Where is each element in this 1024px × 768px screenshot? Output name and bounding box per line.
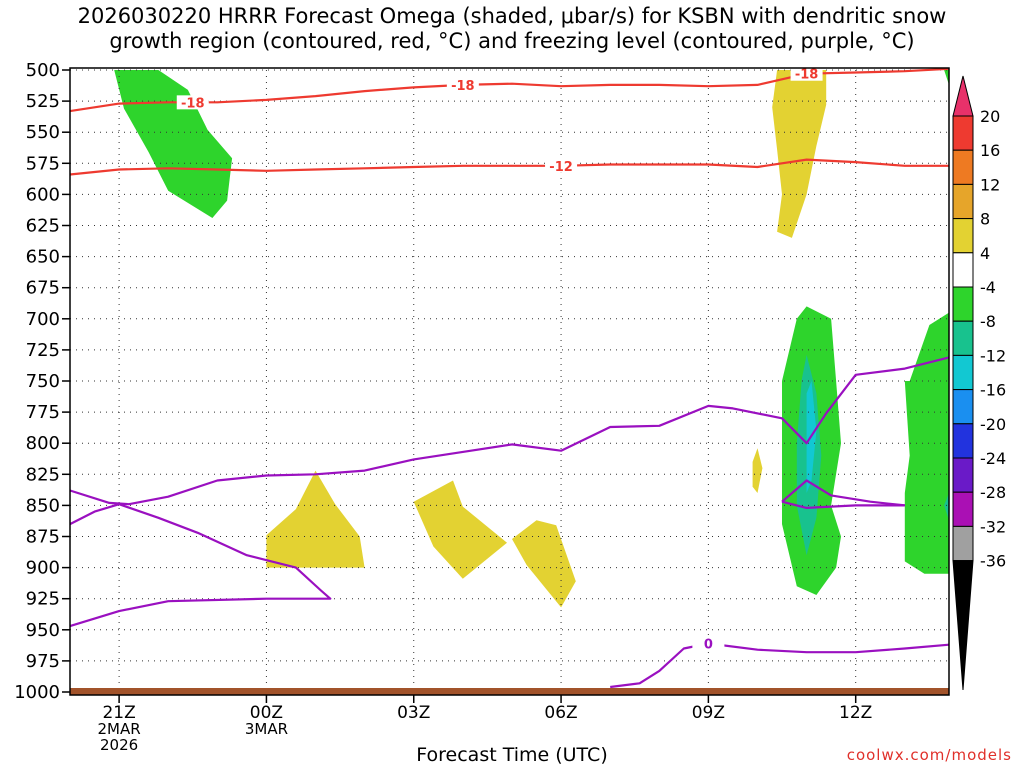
colorbar-tick-label: 4 bbox=[980, 244, 990, 263]
credit-link[interactable]: coolwx.com/models bbox=[846, 746, 1012, 764]
omega-region-yellow-upper-right bbox=[772, 70, 827, 238]
dgz-contour bbox=[69, 158, 949, 176]
y-tick-label: 675 bbox=[26, 278, 60, 299]
x-tick-label: 06Z bbox=[544, 703, 577, 723]
omega-region-green-right bbox=[904, 312, 949, 574]
x-tick-label: 3MAR bbox=[245, 720, 288, 738]
colorbar-segment bbox=[952, 183, 974, 220]
y-tick-label: 500 bbox=[26, 60, 60, 81]
omega-region-yellow-sliver bbox=[752, 448, 763, 493]
x-tick-label: 12Z bbox=[839, 703, 872, 723]
omega-region-teal-right bbox=[944, 493, 949, 521]
x-tick-label: 2026 bbox=[100, 736, 138, 754]
colorbar-top-arrow bbox=[952, 75, 974, 117]
y-tick-label: 1000 bbox=[14, 682, 60, 703]
y-tick-label: 850 bbox=[26, 495, 60, 516]
colorbar-tick-label: 16 bbox=[980, 141, 1000, 160]
freezing-level-contour bbox=[781, 500, 905, 509]
colorbar-segment bbox=[952, 286, 974, 322]
colorbar-tick-label: -32 bbox=[980, 517, 1006, 536]
y-tick-label: 950 bbox=[26, 620, 60, 641]
colorbar-tick-label: -36 bbox=[980, 552, 1006, 571]
freezing-level-contour bbox=[610, 642, 950, 689]
colorbar-bottom-arrow bbox=[952, 560, 974, 691]
y-tick-label: 625 bbox=[26, 216, 60, 237]
dgz-contour-label-bg bbox=[446, 77, 479, 92]
colorbar-tick-label: -12 bbox=[980, 346, 1006, 365]
y-tick-label: 750 bbox=[26, 371, 60, 392]
colorbar-tick-label: 20 bbox=[980, 107, 1000, 126]
colorbar-tick-label: 12 bbox=[980, 175, 1000, 194]
freezing-level-contour bbox=[69, 503, 332, 628]
colorbar-tick-label: -16 bbox=[980, 381, 1006, 400]
ground-strip bbox=[70, 688, 949, 695]
y-tick-label: 825 bbox=[26, 464, 60, 485]
y-tick-label: 925 bbox=[26, 589, 60, 610]
colorbar-segment bbox=[952, 149, 974, 185]
y-tick-label: 575 bbox=[26, 153, 60, 174]
dgz-contour-label: -12 bbox=[549, 160, 573, 175]
dgz-contour-label-bg bbox=[545, 158, 578, 173]
terrain-layer bbox=[70, 688, 949, 695]
y-tick-label: 775 bbox=[26, 402, 60, 423]
freezing-level-contour bbox=[69, 356, 950, 506]
y-tick-label: 900 bbox=[26, 558, 60, 579]
y-tick-label: 725 bbox=[26, 340, 60, 361]
omega-region-yellow-03Z bbox=[413, 480, 507, 579]
colorbar-tick-label: -20 bbox=[980, 415, 1006, 434]
y-tick-label: 525 bbox=[26, 91, 60, 112]
dgz-contour-label: -18 bbox=[181, 96, 205, 111]
colorbar: 20 16 12 8 4 -4 -8 -12 -16 -20 -24 -28 -32 -36 bbox=[952, 75, 1006, 691]
x-axis-label: Forecast Time (UTC) bbox=[416, 744, 608, 766]
y-tick-label: 800 bbox=[26, 433, 60, 454]
colorbar-segment bbox=[952, 218, 974, 254]
freezing-level-contour-label-bg bbox=[692, 636, 725, 651]
dgz-contour-label: -18 bbox=[451, 79, 475, 94]
chart-title-line-2: growth region (contoured, red, °C) and f… bbox=[109, 29, 915, 53]
colorbar-segment bbox=[952, 423, 974, 459]
freezing-level-contour-label: 0 bbox=[704, 637, 713, 652]
x-tick-label: 21Z bbox=[102, 703, 135, 723]
colorbar-segment bbox=[952, 320, 974, 356]
colorbar-segment bbox=[952, 252, 974, 288]
dgz-contour-label-bg bbox=[176, 95, 209, 110]
colorbar-segment bbox=[952, 525, 974, 562]
dgz-contour-label-bg bbox=[790, 66, 823, 81]
colorbar-segment bbox=[952, 491, 974, 527]
omega-region-yellow-0Z bbox=[266, 470, 365, 568]
y-tick-label: 600 bbox=[26, 184, 60, 205]
chart-title-line-1: 2026030220 HRRR Forecast Omega (shaded, … bbox=[77, 4, 947, 28]
omega-region-green-upper-left bbox=[114, 70, 233, 218]
colorbar-segment bbox=[952, 457, 974, 493]
x-tick-label: 09Z bbox=[692, 703, 725, 723]
y-tick-label: 700 bbox=[26, 309, 60, 330]
chart-title: 2026030220 HRRR Forecast Omega (shaded, … bbox=[0, 4, 1024, 54]
omega-region-yellow-06Z bbox=[512, 520, 576, 608]
x-tick-label: 2MAR bbox=[98, 720, 141, 738]
contour-layer: -18 -18 -18 -12 0 bbox=[69, 66, 950, 689]
omega-region-green-right-top bbox=[944, 70, 949, 85]
y-tick-label: 650 bbox=[26, 247, 60, 268]
colorbar-tick-label: -8 bbox=[980, 312, 996, 331]
freezing-level-contour bbox=[781, 479, 905, 507]
colorbar-segment bbox=[952, 389, 974, 425]
omega-shading-layer bbox=[114, 70, 949, 608]
colorbar-segment bbox=[952, 115, 974, 151]
x-tick-label: 03Z bbox=[397, 703, 430, 723]
y-tick-label: 550 bbox=[26, 122, 60, 143]
y-tick-label: 875 bbox=[26, 527, 60, 548]
colorbar-segment bbox=[952, 354, 974, 391]
x-tick-label: 00Z bbox=[250, 703, 283, 723]
y-tick-label: 975 bbox=[26, 651, 60, 672]
dgz-contour-label: -18 bbox=[795, 68, 819, 83]
colorbar-tick-label: -4 bbox=[980, 278, 996, 297]
colorbar-tick-label: -28 bbox=[980, 483, 1006, 502]
colorbar-tick-label: -24 bbox=[980, 449, 1006, 468]
colorbar-tick-label: 8 bbox=[980, 210, 990, 229]
axis-tick-layer: 500 525 550 575 600 625 650 675 700 725 750 775 800 8… bbox=[14, 60, 872, 754]
